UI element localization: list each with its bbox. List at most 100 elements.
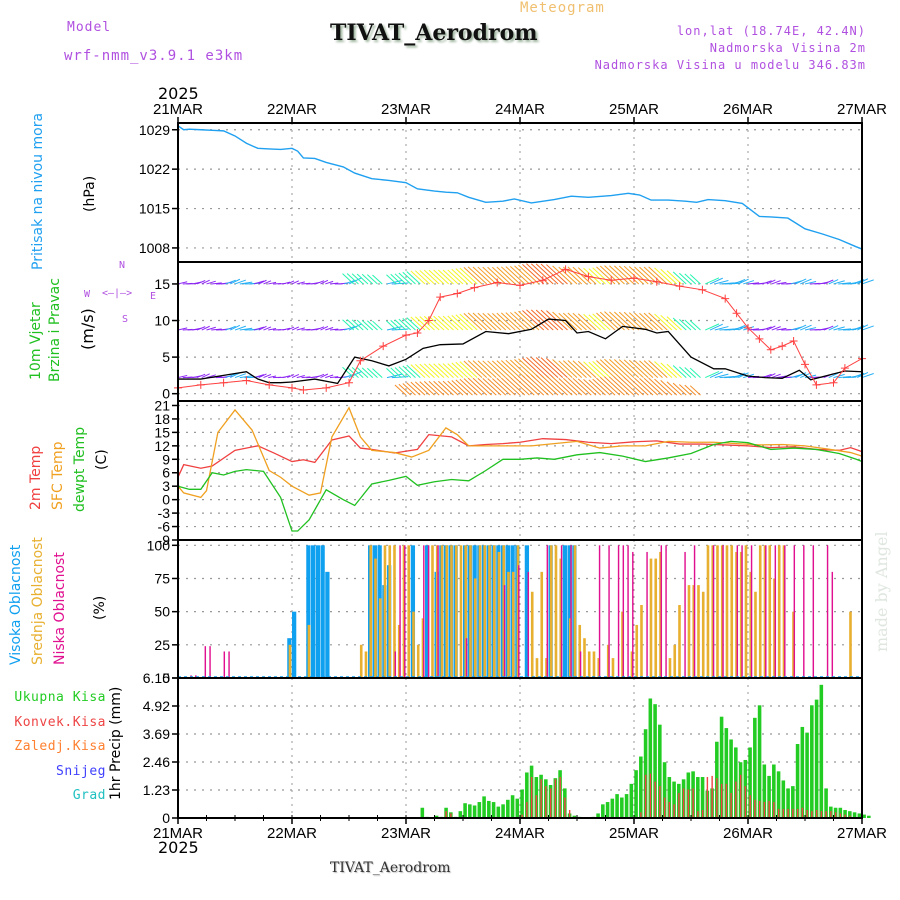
mid-cloud-bar: [459, 545, 463, 678]
temp-2m-line: [177, 433, 863, 478]
mid-cloud-bar: [611, 658, 615, 678]
wind-arrow: [599, 359, 621, 378]
wind-arrow: [558, 312, 578, 331]
mid-cloud-bar: [701, 591, 705, 678]
wind-arrow: [679, 384, 692, 396]
wind-arrow: [679, 272, 692, 285]
wind-arrow: [689, 320, 701, 331]
wind-arrow: [500, 312, 521, 331]
compass-arrows: <–|–>: [102, 288, 133, 299]
wind-arrow: [346, 273, 359, 285]
wind-gust-marker: [561, 265, 570, 274]
convective-rain-bar: [692, 788, 694, 818]
wind-arrow: [315, 373, 325, 379]
low-cloud-bar: [812, 545, 815, 678]
y-tick-label: 0: [162, 670, 170, 686]
total-rain-bar: [472, 805, 477, 818]
total-rain-bar: [487, 800, 491, 818]
wind-arrow: [351, 319, 364, 331]
wind-arrow: [196, 280, 206, 285]
wind-arrow: [762, 326, 772, 331]
mid-cloud-bar: [668, 658, 672, 678]
wind-arrow: [419, 270, 435, 285]
total-rain-bar: [648, 698, 653, 818]
wind-arrow: [428, 380, 445, 396]
wind-arrow: [679, 318, 692, 331]
mid-cloud-bar: [378, 598, 382, 678]
wind-arrow: [567, 377, 587, 396]
low-cloud-bar: [622, 545, 625, 678]
mid-cloud-bar: [511, 571, 515, 678]
mid-cloud-bar: [497, 551, 501, 678]
wind-arrow: [795, 324, 807, 331]
wind-arrow: [361, 319, 374, 331]
wind-arrow: [372, 274, 383, 285]
wind-arrow: [771, 326, 781, 331]
wind-arrow: [567, 312, 587, 331]
y-tick-label: 5: [162, 349, 170, 365]
wind-arrow: [491, 312, 511, 331]
wind-arrow: [325, 374, 334, 379]
wind-gust-marker: [493, 278, 502, 287]
low-cloud-bar: [684, 551, 686, 678]
wind-arrow: [572, 377, 592, 396]
wind-arrow: [206, 280, 216, 285]
wind-arrow: [714, 373, 729, 379]
wind-arrow: [609, 359, 630, 378]
wind-arrow: [394, 273, 407, 285]
wind-arrow: [268, 327, 277, 331]
wind-arrow: [482, 266, 502, 285]
wind-arrow: [467, 377, 488, 396]
wind-arrow: [437, 315, 454, 331]
wind-arrow: [394, 367, 407, 378]
convective-rain-bar: [844, 814, 846, 818]
mid-cloud-bar: [364, 651, 368, 678]
wind-arrow: [459, 378, 478, 396]
low-cloud-bar: [826, 545, 829, 678]
y-tick-label: 4.92: [143, 698, 170, 714]
wind-arrow: [861, 325, 874, 331]
mid-cloud-bar: [773, 578, 776, 678]
convective-rain-bar: [811, 811, 813, 818]
wind-gust-marker: [538, 276, 547, 285]
wind-arrow: [410, 364, 426, 378]
wind-arrow: [455, 379, 473, 396]
wind-arrow: [423, 381, 440, 396]
wind-arrow: [390, 273, 402, 285]
wind-arrow: [634, 377, 654, 396]
wind-arrow: [800, 278, 812, 285]
wind-arrow: [526, 374, 549, 396]
low-cloud-bar: [741, 545, 743, 678]
legend-total-rain: Ukupna Kisa: [14, 690, 106, 705]
wind-arrow: [442, 363, 459, 378]
wind-arrow: [455, 314, 473, 331]
wind-arrow: [588, 314, 606, 331]
wind-arrow: [447, 363, 464, 378]
wind-gust-marker: [766, 345, 775, 354]
high-cloud-bar: [315, 545, 321, 678]
year-top: 2025: [158, 84, 199, 103]
legend-convective-rain: Konvek.Kisa: [14, 714, 106, 730]
convective-rain-bar: [787, 808, 789, 818]
wind-arrow: [398, 383, 412, 396]
wind-arrow: [442, 315, 459, 331]
wind-arrow: [634, 360, 654, 378]
compass-n: N: [119, 260, 126, 271]
legend-hail: Grad: [72, 788, 106, 803]
wind-arrow: [206, 326, 216, 331]
wind-gust-marker: [801, 360, 809, 369]
wind-arrow: [230, 324, 241, 331]
convective-rain-bar: [540, 779, 542, 818]
compass-s: S: [122, 314, 129, 325]
mid-cloud-bar: [488, 545, 491, 678]
wind-arrow: [861, 373, 874, 379]
wind-arrow: [491, 360, 511, 378]
wind-arrow: [496, 266, 516, 285]
total-rain-bar: [634, 770, 638, 818]
convective-rain-bar: [777, 808, 780, 818]
x-tick-label-top: 22MAR: [267, 101, 317, 118]
mid-cloud-bar: [777, 545, 781, 678]
wind-arrow: [509, 377, 530, 396]
wind-arrow: [296, 374, 305, 379]
wind-arrow: [451, 268, 469, 285]
